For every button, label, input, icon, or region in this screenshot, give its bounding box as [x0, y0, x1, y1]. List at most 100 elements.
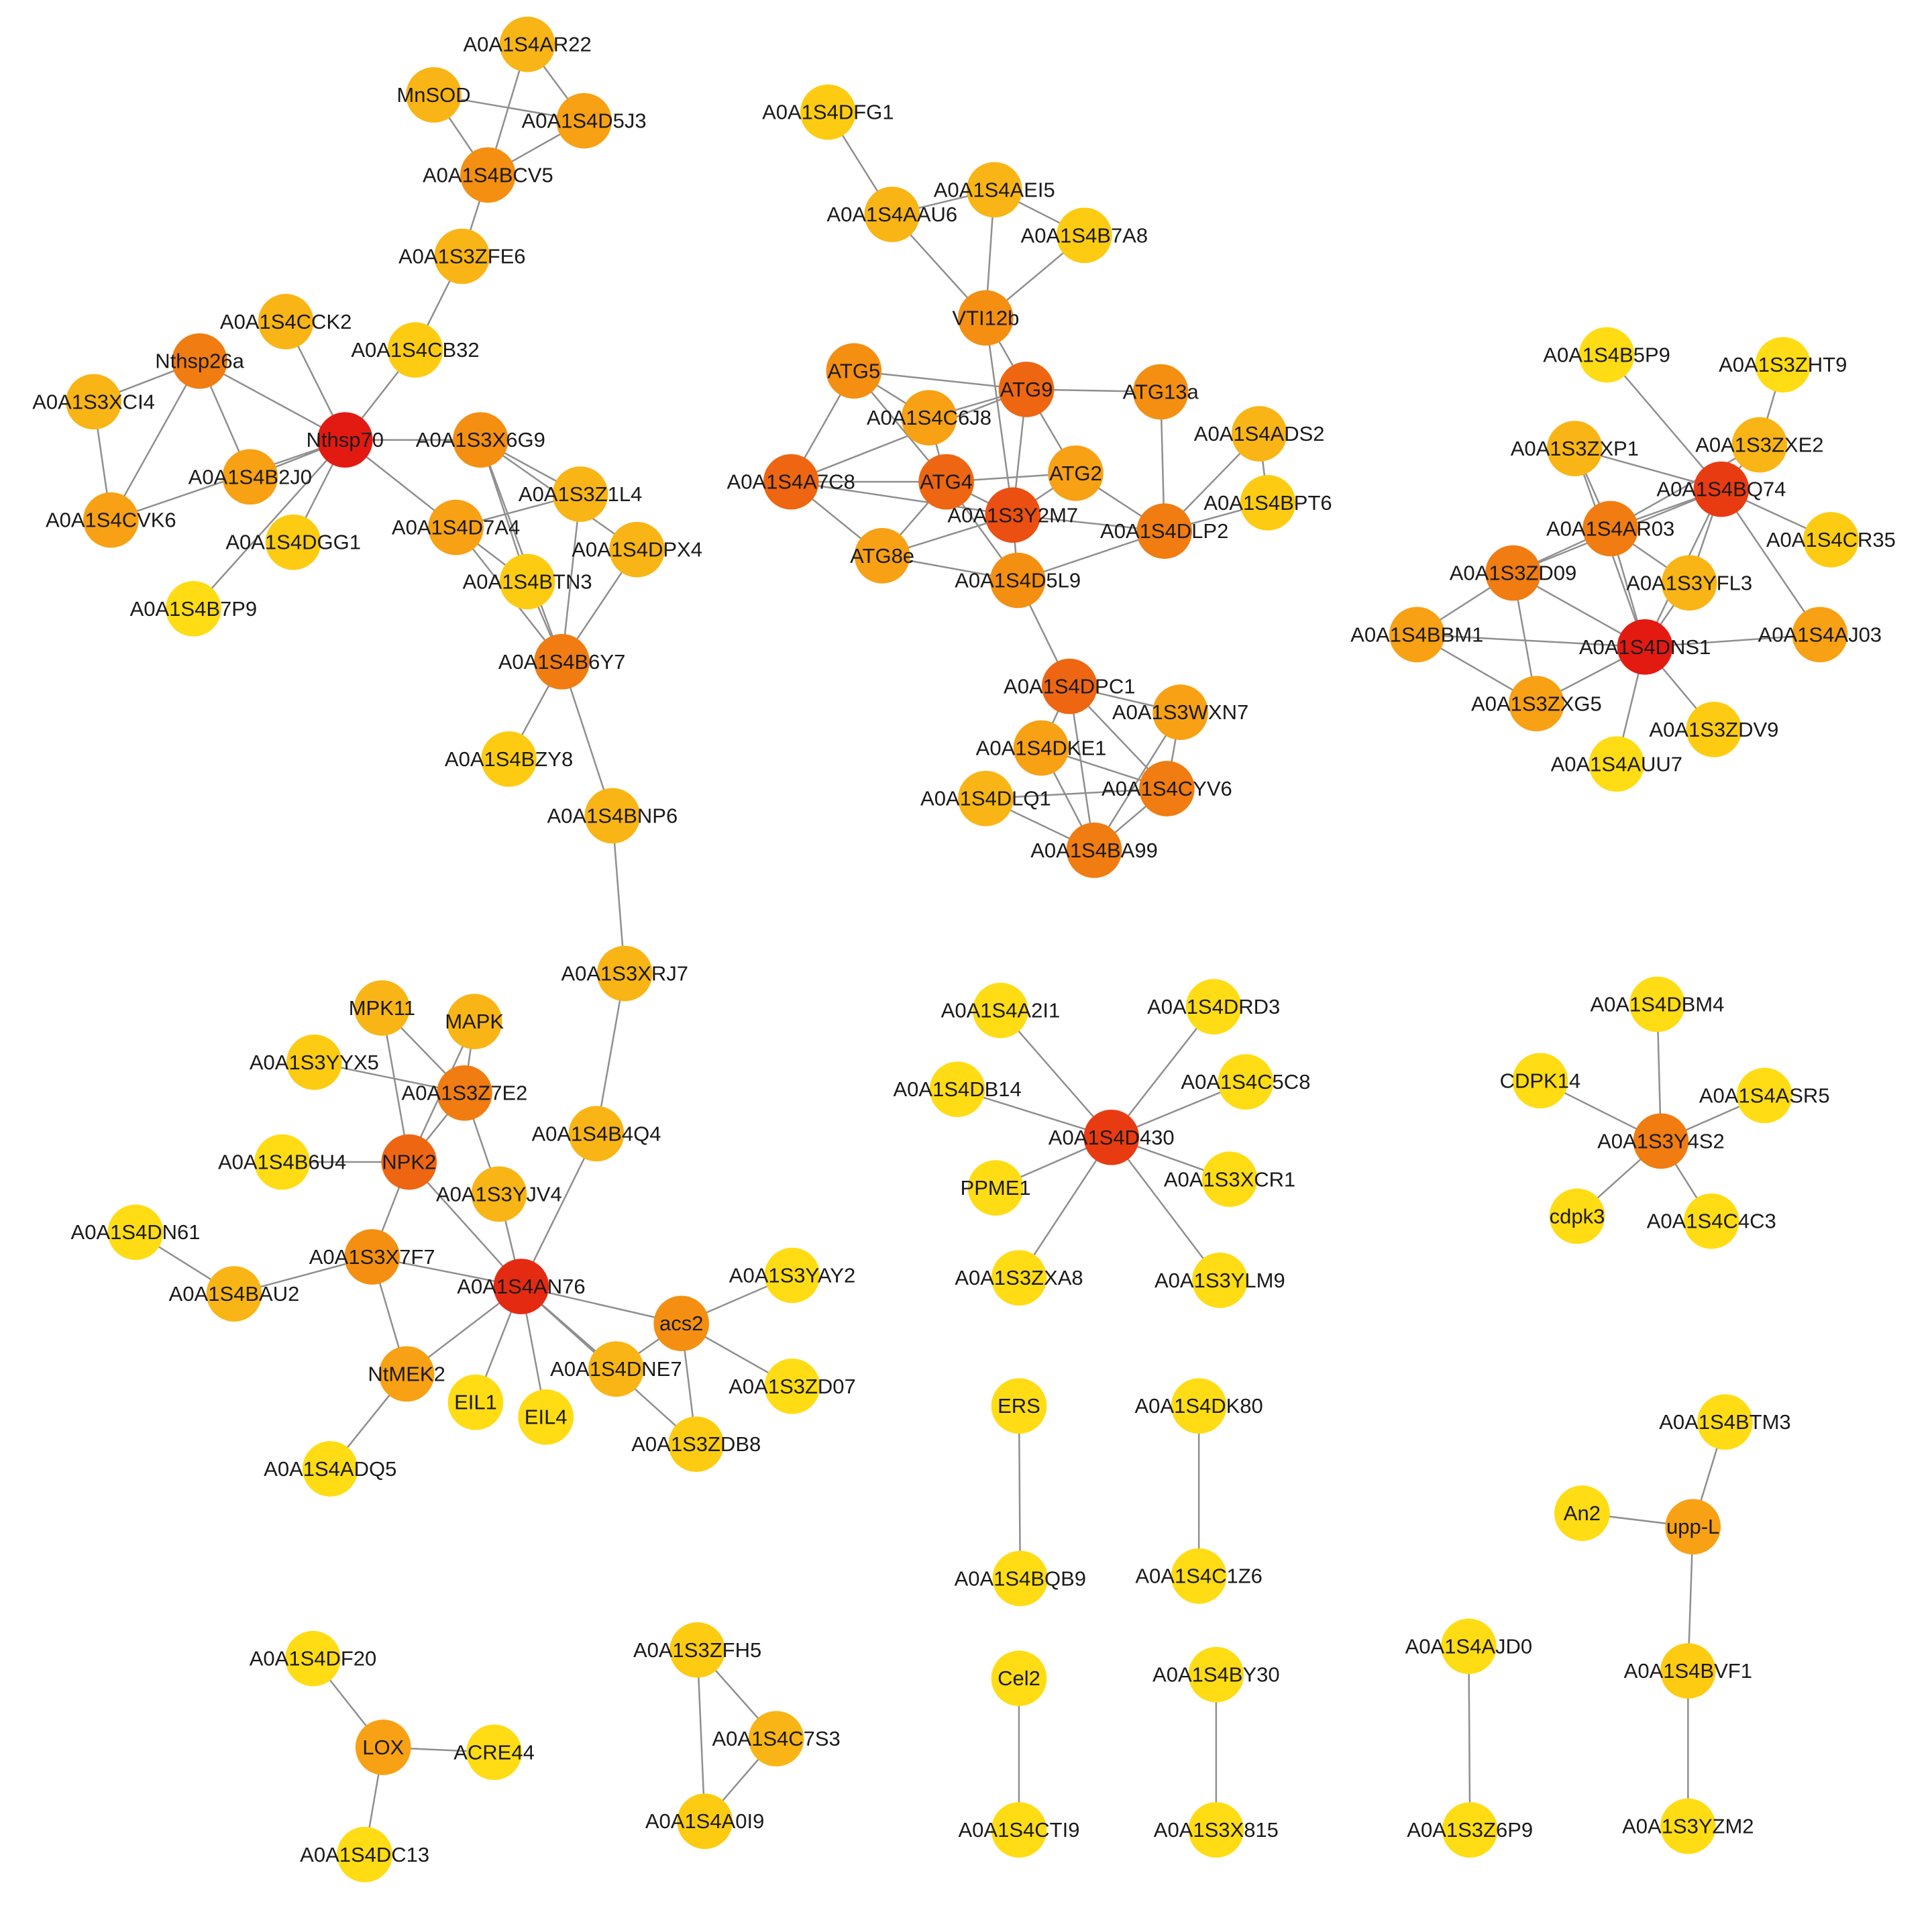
node-a0a1s4bvf1[interactable] — [1660, 1643, 1716, 1699]
node-a0a1s4c6j8[interactable] — [901, 390, 957, 445]
node-a0a1s4d5l9[interactable] — [989, 552, 1046, 608]
node-a0a1s3wxn7[interactable] — [1152, 684, 1208, 740]
node-a0a1s4bpt6[interactable] — [1240, 475, 1296, 531]
node-a0a1s4cvk6[interactable] — [83, 492, 139, 548]
node-a0a1s4dk80[interactable] — [1171, 1378, 1227, 1434]
node-a0a1s4adq5[interactable] — [302, 1441, 358, 1497]
node-vti12b[interactable] — [958, 290, 1014, 346]
node-a0a1s4bnp6[interactable] — [584, 788, 641, 844]
node-a0a1s4dne7[interactable] — [588, 1341, 644, 1397]
node-ers[interactable] — [991, 1378, 1047, 1434]
node-a0a1s4auu7[interactable] — [1589, 736, 1645, 792]
node-a0a1s4cti9[interactable] — [991, 1802, 1047, 1858]
node-ppme1[interactable] — [967, 1160, 1024, 1216]
node-a0a1s4cyv6[interactable] — [1139, 761, 1195, 816]
node-eil1[interactable] — [447, 1374, 504, 1430]
node-a0a1s3x815[interactable] — [1188, 1802, 1244, 1858]
node-a0a1s4dke1[interactable] — [1013, 720, 1069, 776]
node-a0a1s4drd3[interactable] — [1185, 979, 1242, 1035]
node-a0a1s4dns1[interactable] — [1617, 619, 1673, 675]
node-a0a1s4ar22[interactable] — [499, 16, 555, 72]
node-a0a1s3y2m7[interactable] — [985, 487, 1041, 543]
node-a0a1s3zdv9[interactable] — [1686, 702, 1742, 757]
node-a0a1s4bq74[interactable] — [1693, 461, 1750, 517]
node-a0a1s3yfl3[interactable] — [1661, 555, 1717, 611]
node-a0a1s4b6y7[interactable] — [534, 634, 590, 690]
node-a0a1s4c4c3[interactable] — [1683, 1193, 1739, 1249]
node-a0a1s4btn3[interactable] — [499, 553, 555, 610]
node-a0a1s4a7c8[interactable] — [763, 454, 819, 510]
node-nthsp26a[interactable] — [172, 333, 227, 389]
node-lox[interactable] — [355, 1719, 411, 1775]
node-a0a1s4b6u4[interactable] — [254, 1134, 310, 1190]
node-a0a1s4ads2[interactable] — [1231, 406, 1287, 462]
node-a0a1s4cr35[interactable] — [1803, 512, 1859, 568]
node-a0a1s3zfe6[interactable] — [434, 228, 490, 284]
node-a0a1s3x6g9[interactable] — [453, 412, 508, 468]
node-npk2[interactable] — [381, 1134, 437, 1190]
node-a0a1s3y4s2[interactable] — [1633, 1113, 1689, 1169]
node-acs2[interactable] — [653, 1295, 710, 1351]
node-a0a1s4b2j0[interactable] — [222, 449, 278, 505]
node-a0a1s4ar03[interactable] — [1582, 500, 1638, 557]
node-a0a1s3xci4[interactable] — [66, 374, 121, 430]
node-a0a1s4dpc1[interactable] — [1041, 658, 1097, 714]
node-a0a1s4aau6[interactable] — [864, 187, 920, 242]
node-atg5[interactable] — [826, 343, 882, 399]
node-a0a1s3ylm9[interactable] — [1192, 1253, 1248, 1308]
node-a0a1s4dc13[interactable] — [337, 1826, 392, 1883]
node-atg13a[interactable] — [1132, 364, 1189, 420]
node-a0a1s3yyx5[interactable] — [286, 1034, 342, 1090]
node-a0a1s3zdb8[interactable] — [668, 1416, 724, 1472]
node-a0a1s3zxp1[interactable] — [1547, 421, 1603, 476]
node-a0a1s4cb32[interactable] — [387, 322, 443, 378]
node-acre44[interactable] — [466, 1724, 522, 1781]
node-a0a1s4bbm1[interactable] — [1389, 606, 1445, 663]
node-a0a1s4a0i9[interactable] — [677, 1793, 733, 1850]
node-a0a1s4db14[interactable] — [929, 1061, 985, 1117]
node-a0a1s3zxg5[interactable] — [1509, 676, 1564, 732]
node-a0a1s4dlq1[interactable] — [958, 770, 1014, 827]
node-a0a1s3xrj7[interactable] — [596, 945, 653, 1002]
node-a0a1s4b7p9[interactable] — [166, 581, 221, 637]
node-a0a1s4b5p9[interactable] — [1578, 327, 1635, 383]
node-mpk11[interactable] — [354, 980, 410, 1036]
node-a0a1s4by30[interactable] — [1188, 1646, 1244, 1703]
node-a0a1s4ajd0[interactable] — [1441, 1618, 1497, 1675]
node-a0a1s4a2i1[interactable] — [973, 982, 1028, 1039]
node-a0a1s3zd07[interactable] — [764, 1358, 820, 1414]
node-a0a1s4c1z6[interactable] — [1171, 1548, 1227, 1604]
node-a0a1s4bqb9[interactable] — [992, 1550, 1049, 1607]
node-a0a1s4c7s3[interactable] — [748, 1711, 804, 1766]
node-a0a1s4c5c8[interactable] — [1218, 1054, 1274, 1110]
node-atg8e[interactable] — [854, 528, 910, 584]
node-a0a1s4dfg1[interactable] — [800, 84, 856, 140]
node-a0a1s4bcv5[interactable] — [460, 147, 516, 203]
node-a0a1s3zd09[interactable] — [1485, 545, 1541, 601]
node-a0a1s4dgg1[interactable] — [265, 514, 321, 570]
node-eil4[interactable] — [518, 1389, 574, 1445]
node-atg2[interactable] — [1048, 445, 1104, 501]
node-a0a1s3yjv4[interactable] — [471, 1166, 527, 1222]
node-a0a1s4d7a4[interactable] — [428, 499, 484, 555]
node-a0a1s4cck2[interactable] — [258, 294, 314, 350]
node-a0a1s3zxa8[interactable] — [991, 1250, 1047, 1306]
node-a0a1s4ba99[interactable] — [1066, 823, 1122, 878]
node-a0a1s4d5j3[interactable] — [556, 93, 612, 149]
node-a0a1s3z1l4[interactable] — [552, 466, 608, 522]
node-a0a1s3zfh5[interactable] — [669, 1622, 725, 1678]
node-a0a1s3xcr1[interactable] — [1201, 1151, 1258, 1208]
node-mnsod[interactable] — [406, 67, 462, 123]
node-a0a1s4bzy8[interactable] — [481, 731, 537, 787]
node-a0a1s3zht9[interactable] — [1755, 337, 1811, 392]
node-a0a1s4asr5[interactable] — [1736, 1067, 1792, 1124]
node-a0a1s4d430[interactable] — [1083, 1109, 1140, 1165]
node-a0a1s4b7a8[interactable] — [1057, 207, 1112, 264]
node-a0a1s3z6p9[interactable] — [1442, 1802, 1498, 1858]
node-nthsp70[interactable] — [317, 412, 373, 468]
node-a0a1s4bau2[interactable] — [206, 1266, 262, 1322]
node-cel2[interactable] — [991, 1650, 1047, 1706]
node-a0a1s4df20[interactable] — [285, 1630, 341, 1687]
node-ntmek2[interactable] — [378, 1346, 435, 1402]
node-atg9[interactable] — [998, 362, 1055, 417]
